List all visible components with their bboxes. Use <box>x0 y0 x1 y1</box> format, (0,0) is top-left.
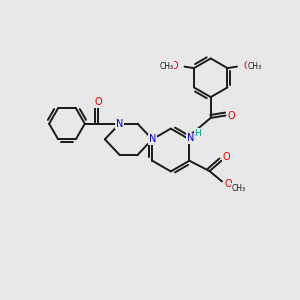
Text: CH₃: CH₃ <box>232 184 246 193</box>
Text: O: O <box>228 110 236 121</box>
Text: O: O <box>224 179 232 189</box>
Text: O: O <box>223 152 231 162</box>
Text: N: N <box>148 134 156 144</box>
Text: O: O <box>170 61 178 71</box>
Text: CH₃: CH₃ <box>160 61 174 70</box>
Text: O: O <box>244 61 251 71</box>
Text: N: N <box>116 119 123 129</box>
Text: CH₃: CH₃ <box>248 61 262 70</box>
Text: H: H <box>194 129 201 138</box>
Text: N: N <box>187 134 194 143</box>
Text: O: O <box>94 97 102 107</box>
